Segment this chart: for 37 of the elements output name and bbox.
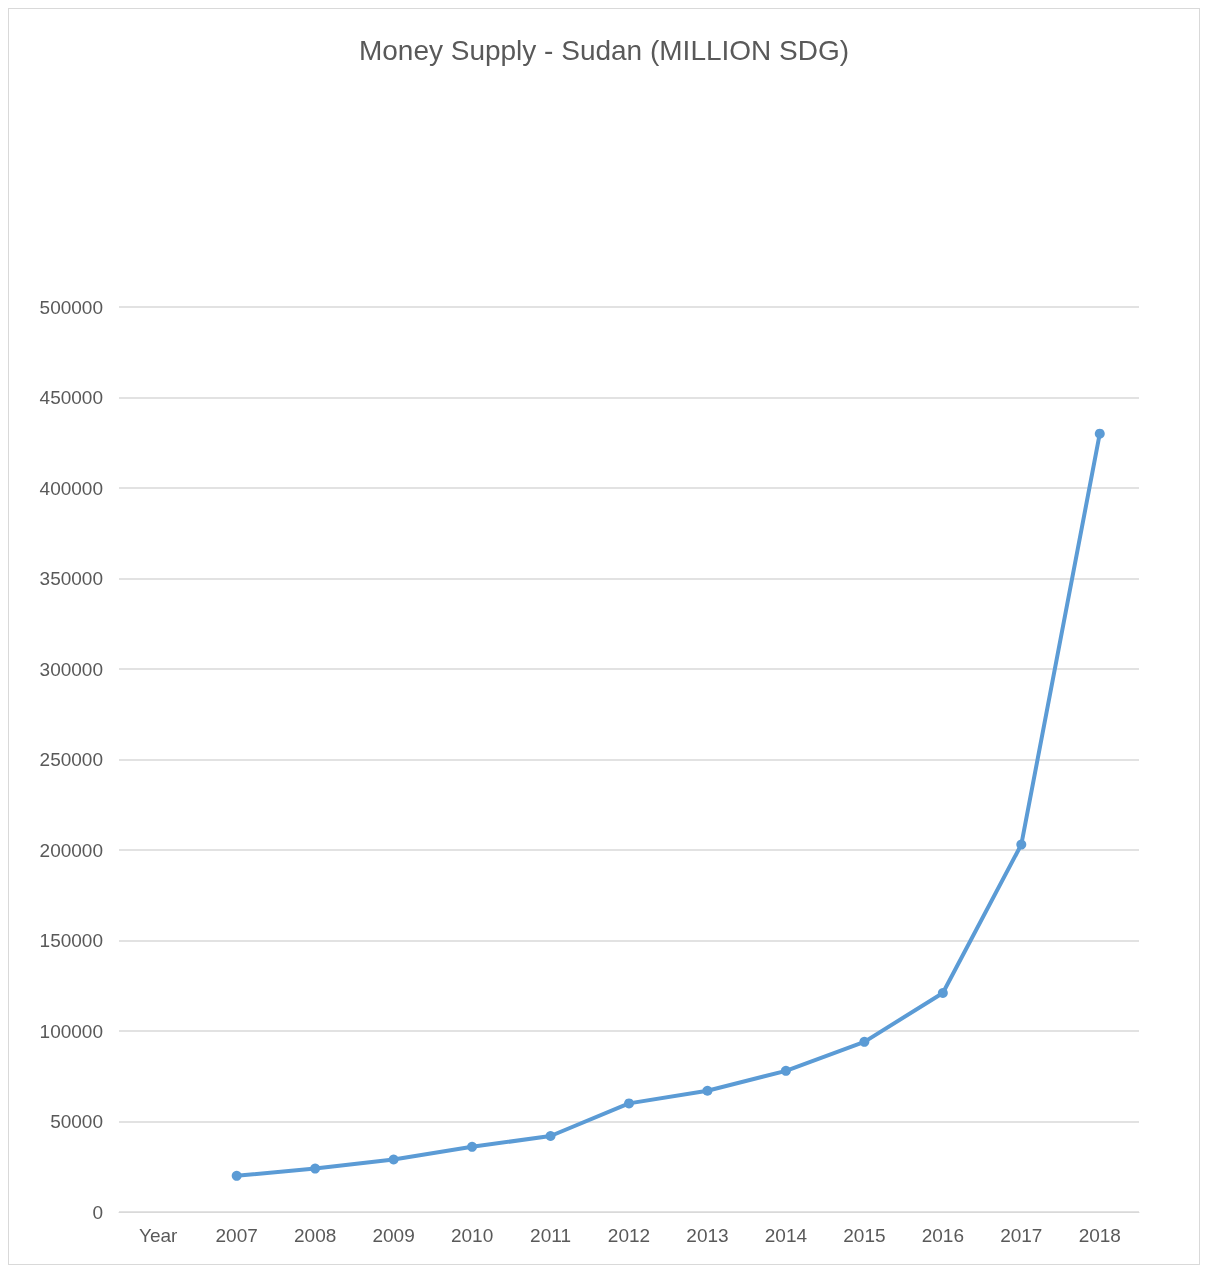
x-tick-label: 2010: [450, 1225, 494, 1246]
y-tick-label: 250000: [39, 749, 103, 770]
x-tick-label: 2011: [530, 1225, 571, 1246]
x-tick-label: 2015: [843, 1225, 886, 1246]
y-tick-label: 500000: [39, 296, 103, 318]
chart-title: Money Supply - Sudan (MILLION SDG): [358, 34, 850, 66]
y-tick-label: 50000: [50, 1111, 103, 1132]
y-tick-label: 350000: [39, 568, 103, 589]
x-tick-label: 2013: [686, 1225, 729, 1246]
x-tick-label: 2018: [1078, 1225, 1121, 1246]
x-tick-label: 2016: [921, 1225, 964, 1246]
point: [624, 1098, 634, 1109]
x-tick-label: 2012: [607, 1225, 651, 1246]
point: [310, 1163, 321, 1174]
x-tick-label: 2007: [215, 1225, 258, 1246]
x-tick-label: 2017: [1000, 1225, 1043, 1246]
point: [231, 1170, 242, 1181]
y-tick-label: 0: [92, 1201, 103, 1223]
y-tick-label: 150000: [39, 930, 103, 951]
y-tick-label: 200000: [39, 839, 103, 861]
x-tick-label: 2008: [294, 1225, 337, 1246]
point: [859, 1036, 870, 1047]
point: [388, 1154, 399, 1165]
x-tick-label: 2014: [764, 1225, 808, 1246]
point: [467, 1141, 478, 1152]
y-tick-label: 400000: [39, 477, 103, 499]
point: [702, 1085, 713, 1096]
point: [937, 987, 948, 998]
point: [1016, 839, 1027, 850]
y-tick-label: 300000: [39, 658, 103, 680]
y-tick-label: 450000: [39, 387, 103, 408]
point: [1094, 428, 1105, 439]
x-tick-label: 2009: [372, 1225, 415, 1246]
point: [780, 1065, 791, 1076]
y-tick-label: 100000: [39, 1020, 103, 1042]
x-tick-label: Year: [139, 1225, 179, 1246]
point: [545, 1130, 556, 1141]
